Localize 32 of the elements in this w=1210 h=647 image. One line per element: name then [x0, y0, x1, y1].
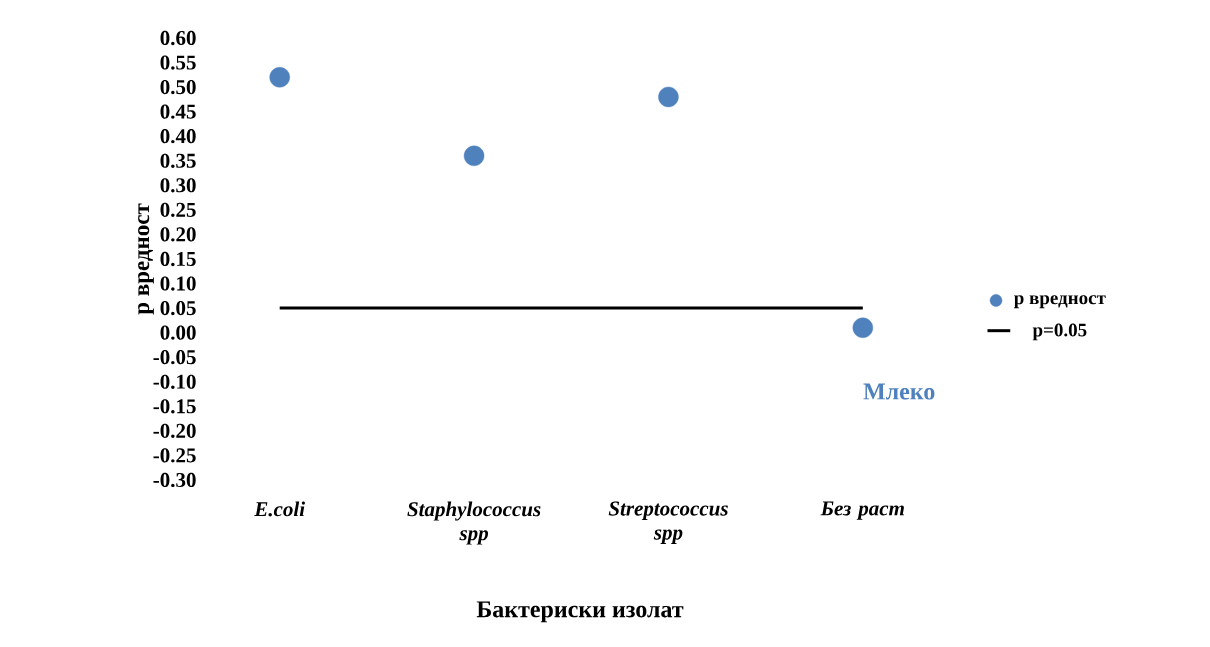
text: Млеко — [863, 383, 935, 400]
y-tick-label: -0.15 — [153, 399, 196, 414]
x-tick-label: E.coli — [254, 501, 305, 517]
y-tick-label: -0.20 — [153, 423, 196, 439]
y-tick-label: 0.55 — [160, 55, 196, 70]
y-tick-label: 0.50 — [160, 79, 196, 95]
point — [269, 67, 290, 88]
y-tick-label: 0.10 — [160, 276, 196, 291]
x-tick-label: Streptococcus spp — [608, 501, 728, 544]
y-tick-label: 0.05 — [160, 300, 196, 316]
y-tick-label: 0.40 — [160, 129, 196, 144]
point — [852, 317, 874, 338]
point — [463, 145, 485, 167]
y-tick-label: 0.15 — [160, 251, 196, 267]
legend-label: p вредност — [1013, 295, 1106, 309]
y-tick-label: 0.45 — [160, 104, 196, 119]
x-tick-label: Без раст — [820, 501, 904, 520]
y-tick-label: -0.25 — [153, 448, 196, 463]
y-tick-label: 0.30 — [160, 178, 196, 193]
y-tick-label: 0.20 — [160, 227, 196, 242]
y-tick-label: 0.25 — [160, 202, 196, 218]
x-tick-label: Staphylococcus spp — [407, 501, 541, 545]
y-tick-label: 0.00 — [160, 325, 196, 340]
y-tick-label: -0.05 — [153, 350, 196, 365]
y-tick-label: 0.60 — [160, 30, 196, 46]
legend-label: p=0.05 — [1032, 323, 1087, 341]
y-tick-label: -0.10 — [153, 374, 196, 389]
y-tick-label: -0.30 — [153, 472, 196, 488]
x-axis-title: Бактериски изолат — [476, 601, 684, 623]
y-tick-label: 0.35 — [160, 153, 196, 168]
y-axis-title: p вредност — [138, 203, 154, 315]
point — [658, 86, 679, 108]
